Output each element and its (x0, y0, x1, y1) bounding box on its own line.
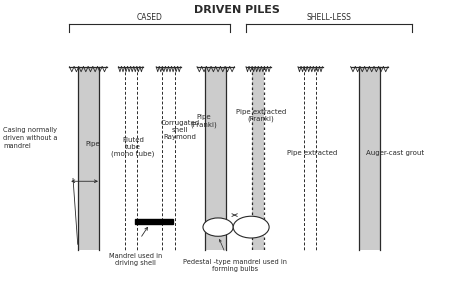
Bar (136, 219, 173, 224)
Text: Auger-cast grout: Auger-cast grout (366, 149, 424, 156)
Text: Pipe: Pipe (85, 141, 100, 147)
Text: Pipe extracted: Pipe extracted (288, 149, 338, 156)
Text: Pedestal -type mandrel used in
forming bulbs: Pedestal -type mandrel used in forming b… (182, 259, 287, 272)
Text: Pipe extracted
(Franki): Pipe extracted (Franki) (236, 109, 286, 122)
Text: Corrugated
shell
Raymond: Corrugated shell Raymond (161, 120, 200, 140)
Text: Pipe
(Franki): Pipe (Franki) (191, 114, 217, 128)
Polygon shape (252, 67, 264, 250)
Text: Mandrel used in
driving shell: Mandrel used in driving shell (109, 253, 162, 266)
Text: Fluted
tube
(mono tube): Fluted tube (mono tube) (111, 137, 155, 157)
Text: DRIVEN PILES: DRIVEN PILES (194, 5, 280, 15)
Circle shape (233, 216, 269, 238)
Polygon shape (359, 67, 380, 250)
Text: CASED: CASED (137, 13, 163, 22)
Polygon shape (78, 67, 99, 250)
Polygon shape (205, 67, 226, 250)
Text: SHELL-LESS: SHELL-LESS (307, 13, 352, 22)
Circle shape (203, 218, 233, 236)
Text: Casing normally
driven without a
mandrel: Casing normally driven without a mandrel (3, 127, 57, 149)
